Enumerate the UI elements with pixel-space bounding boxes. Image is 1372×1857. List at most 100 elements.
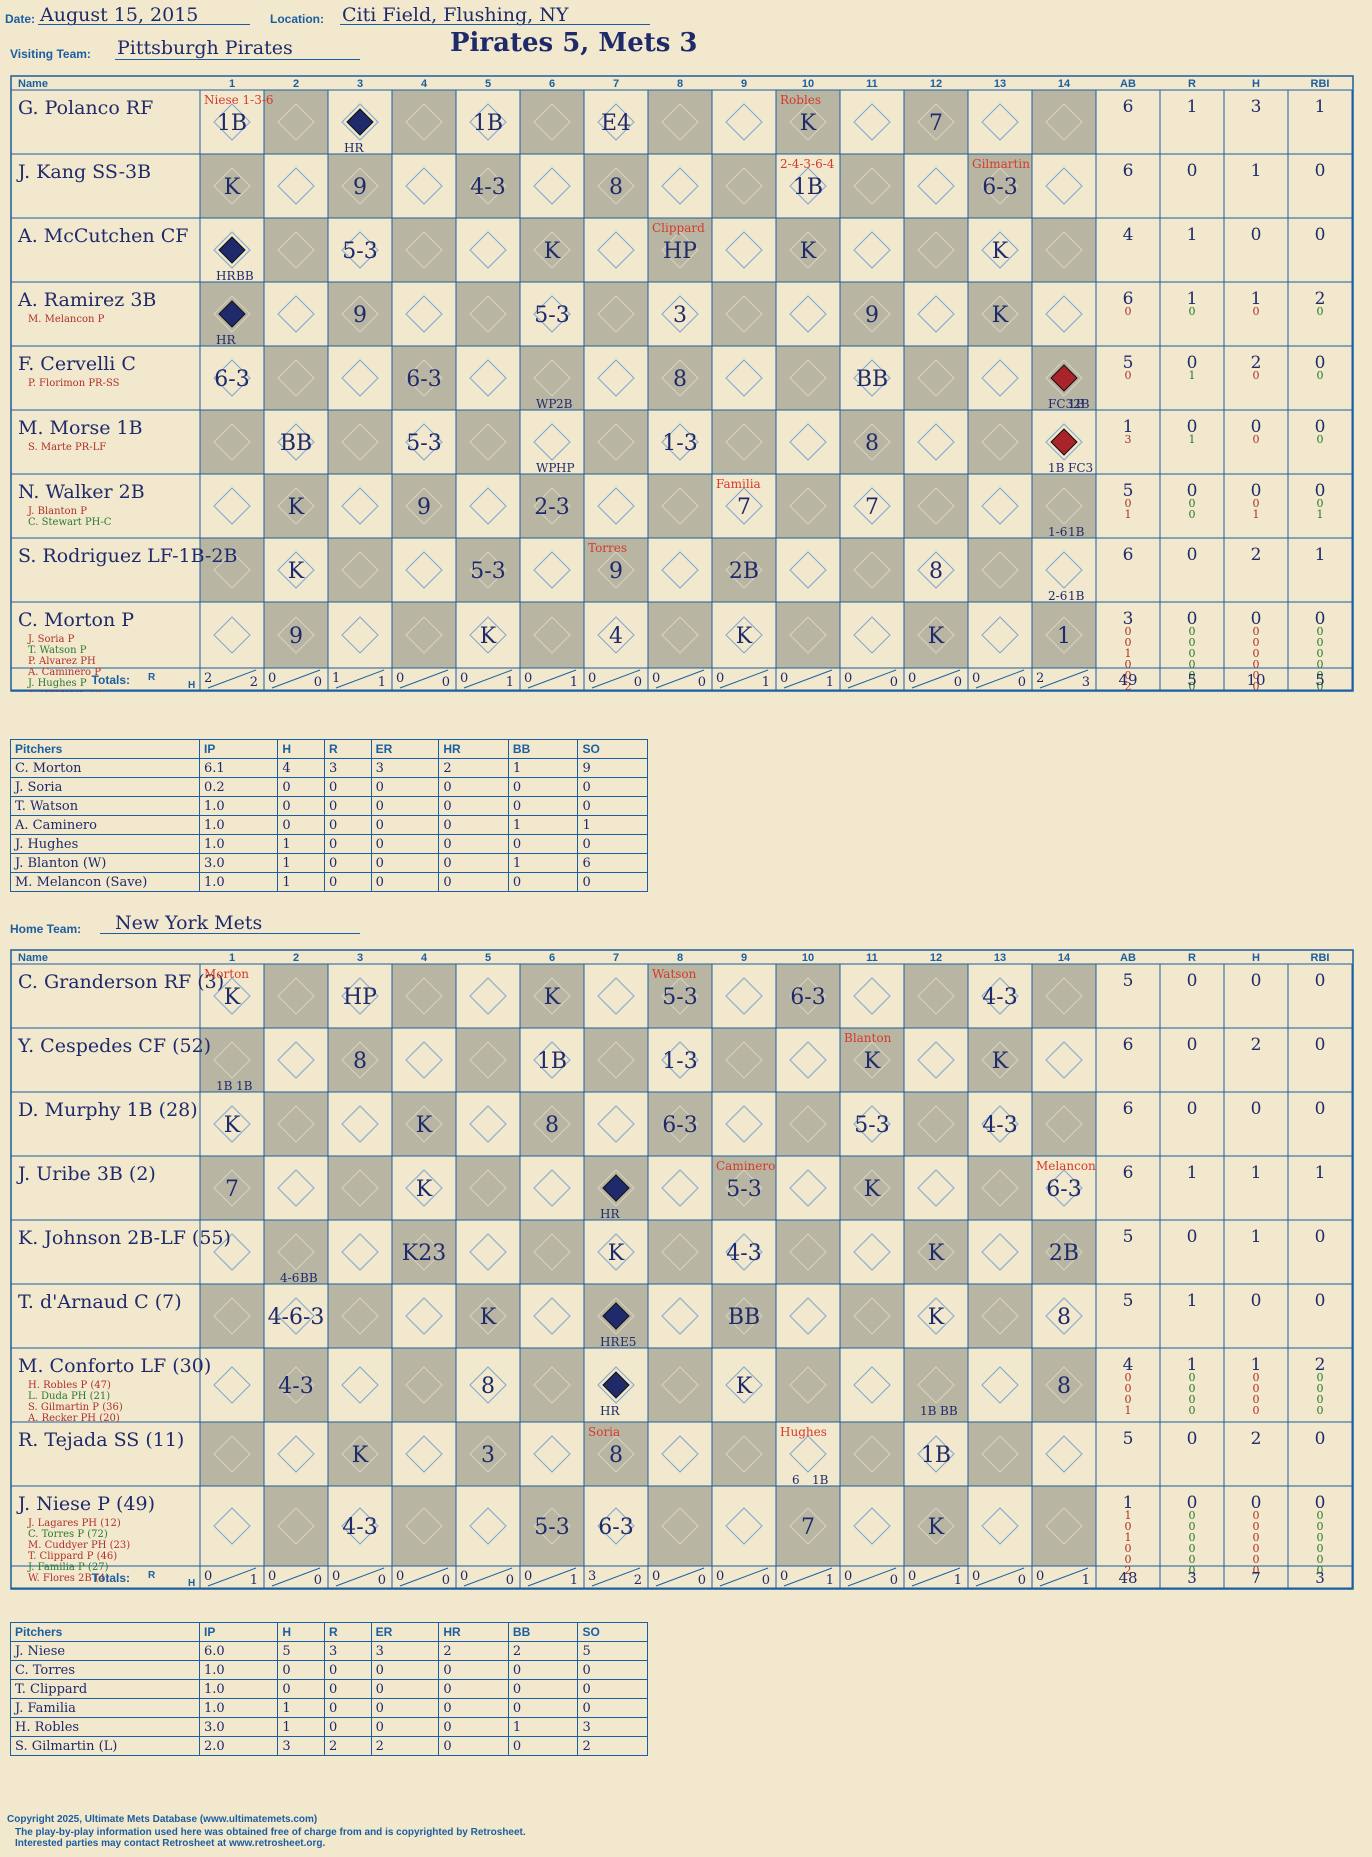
play-result: 8 <box>609 1443 623 1468</box>
inning-cell <box>1031 345 1097 411</box>
pitcher-stat: M. Melancon (Save) <box>10 872 200 892</box>
stat-value: 0 <box>1187 1493 1198 1513</box>
inning-cell <box>327 1485 393 1567</box>
visiting-pitchers-table: Pitchers IP H R ER HR BB SO C. Morton 6.1 4 3 3 2 1 9 J.… <box>10 739 648 892</box>
pitcher-row: C. Torres 1.0 0 0 0 0 0 0 <box>10 1660 648 1680</box>
pitcher-row: J. Niese 6.0 5 3 3 2 2 5 <box>10 1641 648 1661</box>
base-diamond <box>981 423 1019 461</box>
inning-cell <box>839 1091 905 1157</box>
pitcher-stat: 5 <box>577 1641 648 1661</box>
stat-value: 0 <box>1187 161 1198 181</box>
pitchers-header-cell: H <box>277 739 325 759</box>
inning-cell <box>839 1027 905 1093</box>
inning-runs: 0 <box>908 671 916 686</box>
play-result: K <box>736 624 753 649</box>
inning-cell <box>263 963 329 1029</box>
inning-cell <box>391 1485 457 1567</box>
play-result: K <box>736 1374 753 1399</box>
base-diamond <box>597 1169 635 1207</box>
pitcher-stat: 0 <box>438 872 509 892</box>
pitcher-stat: 2.0 <box>198 1736 279 1756</box>
pitcher-stat: 0 <box>438 815 509 835</box>
base-diamond <box>789 1435 827 1473</box>
base-diamond <box>981 1435 1019 1473</box>
base-diamond <box>981 295 1019 333</box>
inning-hits: 0 <box>442 1573 450 1588</box>
stat-value: 1 <box>1123 417 1134 437</box>
inning-cell <box>1031 963 1097 1029</box>
inning-cell <box>775 1421 841 1487</box>
inning-cell <box>967 473 1033 539</box>
batter-name: K. Johnson 2B-LF (55) <box>18 1227 231 1249</box>
play-result: 1B <box>921 1443 951 1468</box>
base-diamond <box>405 616 443 654</box>
play-result: 3 <box>481 1443 495 1468</box>
base-diamond <box>661 487 699 525</box>
base-diamond <box>981 1105 1019 1143</box>
play-result: E4 <box>601 111 631 136</box>
inning-cell <box>967 1155 1033 1221</box>
hits-key: H <box>188 680 195 691</box>
inning-cell <box>647 1347 713 1423</box>
substitute-name: T. Clippard P (46) <box>28 1551 117 1562</box>
base-diamond <box>661 1105 699 1143</box>
substitute-name: A. Caminero P <box>27 667 101 678</box>
stat-value: 0 <box>1253 636 1260 649</box>
inning-cell <box>1031 1485 1097 1567</box>
stat-value: 0 <box>1253 433 1260 446</box>
inning-cell <box>1031 409 1097 475</box>
stat-value: 0 <box>1315 1291 1326 1311</box>
play-note: Caminero <box>716 1159 775 1173</box>
stat-value: 0 <box>1125 1553 1132 1566</box>
batter-name: A. McCutchen CF <box>17 225 188 247</box>
inning-cell <box>903 1027 969 1093</box>
pitchers-header-cell: SO <box>577 1622 648 1642</box>
base-diamond <box>661 616 699 654</box>
inning-cell <box>455 1283 521 1349</box>
batter-name: T. d'Arnaud C (7) <box>18 1291 182 1313</box>
base-diamond <box>533 295 571 333</box>
stat-value: 0 <box>1125 1542 1132 1555</box>
inning-cell <box>775 345 841 411</box>
stat-value: 5 <box>1123 1429 1134 1449</box>
inning-cell <box>519 153 585 219</box>
play-result: 2B <box>729 559 759 584</box>
play-result: 6-3 <box>1046 1177 1081 1202</box>
base-diamond <box>917 1041 955 1079</box>
pitcher-stat: 0 <box>370 796 440 816</box>
pitcher-stat: 0 <box>577 796 648 816</box>
pitcher-stat: J. Hughes <box>10 834 200 854</box>
inning-cell <box>711 1283 777 1349</box>
pitcher-stat: 9 <box>577 758 648 778</box>
stat-value: 1 <box>1125 1404 1132 1417</box>
inning-hits: 1 <box>378 675 386 690</box>
inning-cell <box>263 1485 329 1567</box>
base-diamond <box>981 977 1019 1015</box>
base-diamond <box>341 1233 379 1271</box>
inning-header: 13 <box>994 952 1006 964</box>
stat-value: 0 <box>1251 1099 1262 1119</box>
base-diamond <box>533 1105 571 1143</box>
inning-cell <box>967 601 1033 669</box>
stat-value: 0 <box>1315 1493 1326 1513</box>
inning-cell <box>455 153 521 219</box>
inning-cell <box>1031 1347 1097 1423</box>
play-result: K23 <box>402 1241 446 1266</box>
play-result: 4-3 <box>726 1241 761 1266</box>
inning-cell <box>967 1027 1033 1093</box>
pitcher-stat: 0 <box>438 796 509 816</box>
base-diamond <box>789 1169 827 1207</box>
inning-cell <box>199 1485 265 1567</box>
inning-cell <box>455 1421 521 1487</box>
game-total: 3 <box>1315 1569 1325 1587</box>
stat-value: 4 <box>1123 225 1134 245</box>
play-result: HP <box>343 985 377 1010</box>
inning-cell <box>263 1347 329 1423</box>
pitcher-stat: 1 <box>577 815 648 835</box>
play-result: 6-3 <box>982 175 1017 200</box>
inning-cell <box>263 345 329 411</box>
stat-value: 0 <box>1189 658 1196 671</box>
stat-value: 0 <box>1125 1371 1132 1384</box>
base-diamond <box>789 616 827 654</box>
pitcher-stat: 0 <box>438 1660 509 1680</box>
